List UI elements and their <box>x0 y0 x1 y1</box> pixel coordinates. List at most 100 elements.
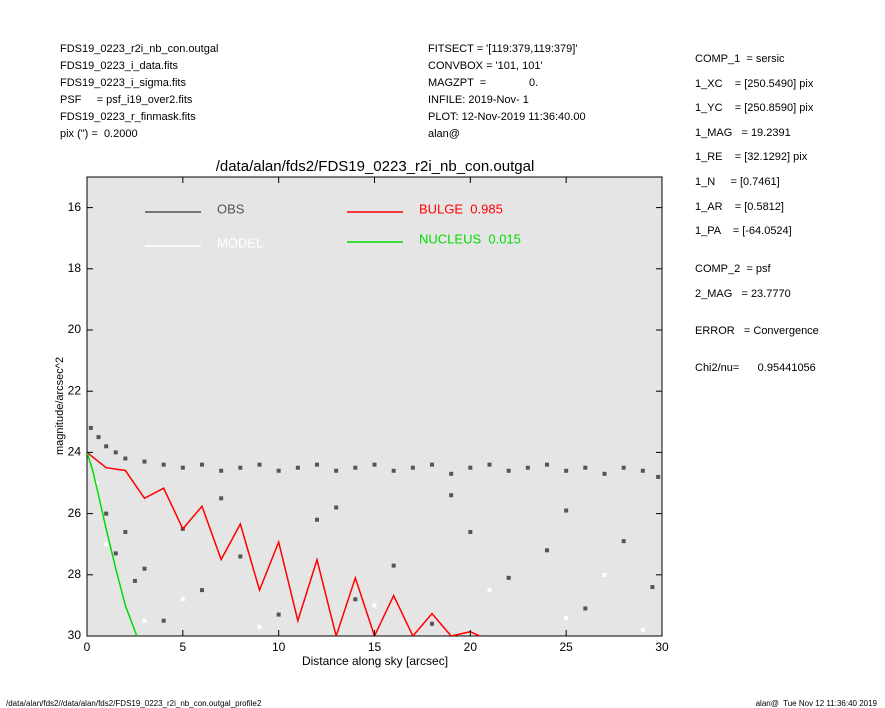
footer-right: alan@ Tue Nov 12 11:36:40 2019 <box>756 699 878 708</box>
data-point <box>564 508 569 513</box>
header-middle-line: FITSECT = '[119:379,119:379]' <box>428 43 577 55</box>
data-point <box>564 615 569 620</box>
data-point <box>372 603 377 608</box>
x-tick-label: 5 <box>179 640 186 654</box>
data-point <box>506 575 511 580</box>
data-point <box>545 462 549 467</box>
data-point <box>315 517 319 522</box>
header-right-line: 1_AR = [0.5812] <box>695 201 784 213</box>
data-point <box>487 462 492 467</box>
header-left-line: FDS19_0223_i_sigma.fits <box>60 77 186 89</box>
data-point <box>468 529 473 534</box>
data-point <box>238 554 243 559</box>
chart-title: /data/alan/fds2/FDS19_0223_r2i_nb_con.ou… <box>216 158 535 175</box>
data-point <box>276 468 281 473</box>
data-point <box>104 444 109 449</box>
data-point <box>257 624 262 629</box>
header-right-line: 2_MAG = 23.7770 <box>695 288 791 300</box>
data-point <box>123 529 128 534</box>
data-point <box>602 572 607 577</box>
data-point <box>94 481 99 485</box>
data-point <box>180 465 185 470</box>
data-point <box>468 465 473 470</box>
data-point <box>449 493 454 498</box>
x-tick-label: 10 <box>272 640 286 654</box>
data-point <box>238 465 243 470</box>
data-point <box>113 551 118 556</box>
data-point <box>564 468 569 473</box>
header-right-line: COMP_1 = sersic <box>695 53 785 65</box>
x-tick-label: 25 <box>559 640 573 654</box>
data-point <box>449 471 454 476</box>
data-point <box>104 511 109 516</box>
data-point <box>410 465 415 470</box>
header-left-line: FDS19_0223_i_data.fits <box>60 60 179 72</box>
footer-left: /data/alan/fds2//data/alan/fds2/FDS19_02… <box>6 699 262 708</box>
data-point <box>545 548 549 553</box>
data-point <box>656 474 661 479</box>
header-left-line: FDS19_0223_r2i_nb_con.outgal <box>60 43 218 55</box>
data-point <box>161 462 166 467</box>
data-point <box>583 606 588 611</box>
header-middle-line: MAGZPT = 0. <box>428 77 538 89</box>
data-point <box>353 465 358 470</box>
data-point <box>487 588 492 593</box>
y-tick-label: 18 <box>68 261 82 275</box>
data-point <box>583 465 588 470</box>
y-tick-label: 22 <box>68 383 82 397</box>
data-point <box>391 468 396 473</box>
data-point <box>621 539 626 544</box>
data-point <box>104 542 109 547</box>
x-tick-label: 30 <box>655 640 669 654</box>
data-point <box>430 462 434 467</box>
legend-label: MODEL <box>217 235 263 250</box>
data-point <box>113 450 118 455</box>
header-right-line: ERROR = Convergence <box>695 325 819 337</box>
data-point <box>430 621 434 626</box>
data-point <box>96 435 101 440</box>
data-point <box>200 462 204 467</box>
header-right-line: 1_RE = [32.1292] pix <box>695 151 808 163</box>
header-middle-line: INFILE: 2019-Nov- 1 <box>428 94 529 106</box>
data-point <box>132 578 137 583</box>
header-right-line: 1_N = [0.7461] <box>695 176 780 188</box>
y-axis-label: magnitude/arcsec^2 <box>54 357 66 455</box>
data-point <box>219 496 224 501</box>
data-point <box>353 597 358 602</box>
x-axis-label: Distance along sky [arcsec] <box>302 654 448 668</box>
y-tick-label: 20 <box>68 322 82 336</box>
legend-label: NUCLEUS 0.015 <box>419 231 521 246</box>
data-point <box>276 612 281 617</box>
data-point <box>315 462 319 467</box>
data-point <box>257 462 262 467</box>
y-tick-label: 30 <box>68 628 82 642</box>
model-line <box>87 452 138 636</box>
data-point <box>372 462 377 467</box>
header-left-line: pix (") = 0.2000 <box>60 128 138 140</box>
legend-label: OBS <box>217 201 245 216</box>
data-point <box>123 456 128 461</box>
header-left-line: PSF = psf_i19_over2.fits <box>60 94 193 106</box>
header-right-line: 1_XC = [250.5490] pix <box>695 78 814 90</box>
data-point <box>640 468 645 473</box>
y-tick-label: 28 <box>68 567 82 581</box>
x-tick-label: 0 <box>84 640 91 654</box>
header-left-line: FDS19_0223_r_finmask.fits <box>60 111 196 123</box>
header-middle-line: PLOT: 12-Nov-2019 11:36:40.00 <box>428 111 586 123</box>
y-tick-label: 16 <box>68 200 82 214</box>
data-point <box>506 468 511 473</box>
data-point <box>142 618 147 623</box>
header-right-line: 1_MAG = 19.2391 <box>695 127 791 139</box>
model-line <box>87 451 481 636</box>
data-point <box>525 465 530 470</box>
header-right-line: Chi2/nu= 0.95441056 <box>695 362 816 374</box>
data-point <box>161 618 166 623</box>
header-right-line: COMP_2 = psf <box>695 263 771 275</box>
legend-label: BULGE 0.985 <box>419 201 503 216</box>
data-point <box>650 585 655 590</box>
data-point <box>142 566 147 571</box>
data-point <box>219 468 224 473</box>
marks <box>87 425 661 636</box>
